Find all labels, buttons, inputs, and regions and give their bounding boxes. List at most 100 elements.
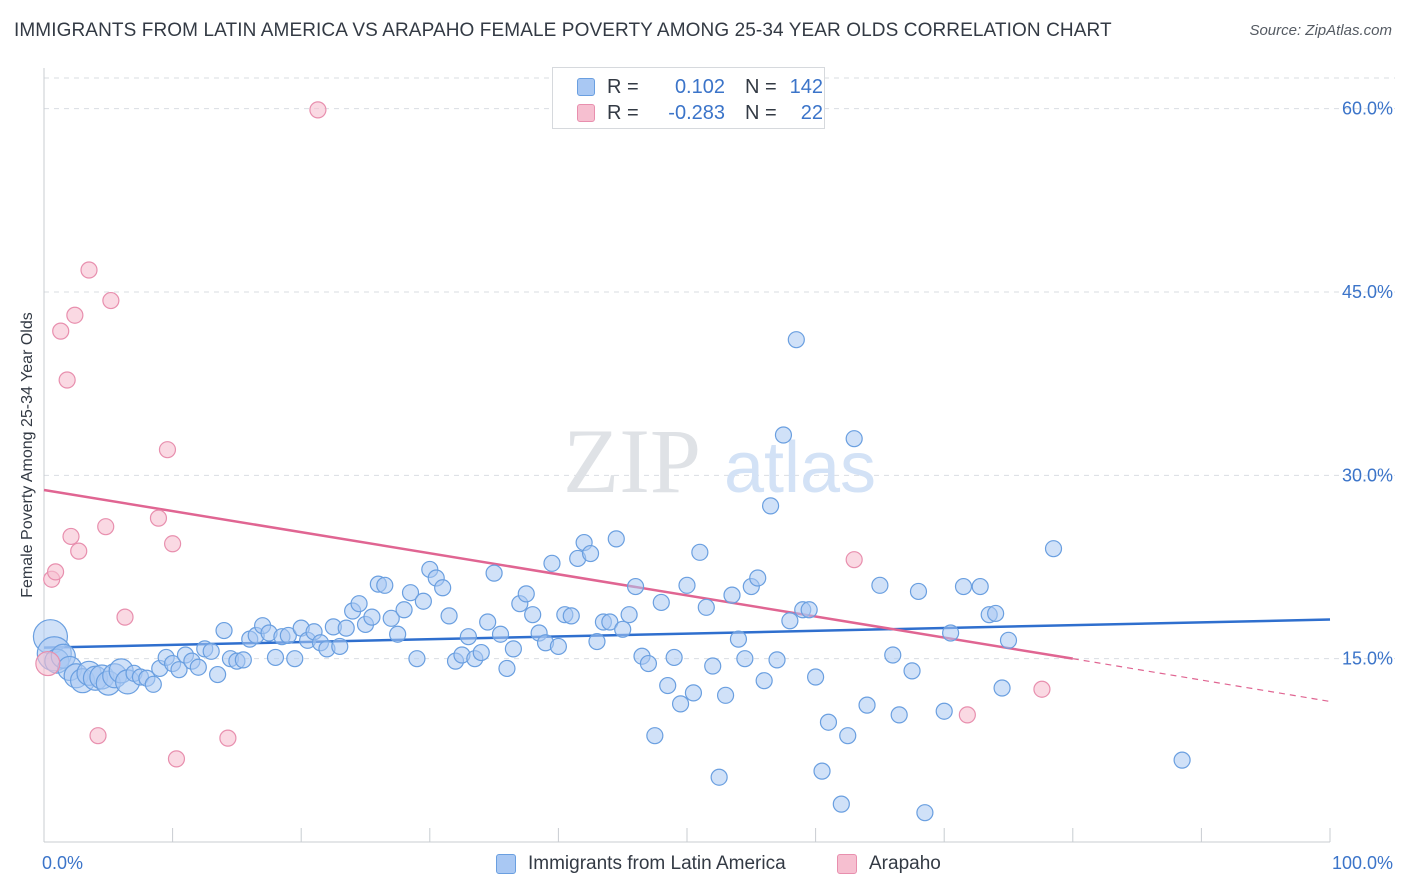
legend-n-label: N = [745,101,777,124]
point-immigrants [890,706,908,724]
point-immigrants [543,554,561,572]
point-immigrants [588,632,606,651]
point-immigrants [781,612,799,630]
point-arapaho [89,727,107,745]
y-tick-label: 30.0% [1342,465,1393,485]
y-tick-label: 60.0% [1342,99,1393,119]
chart-title: IMMIGRANTS FROM LATIN AMERICA VS ARAPAHO… [14,20,1112,41]
point-immigrants [697,598,715,616]
legend-swatch-pink [577,104,595,122]
point-immigrants [942,624,960,642]
point-immigrants [389,625,407,643]
point-immigrants [704,657,722,675]
point-immigrants [414,592,432,610]
point-immigrants [903,662,921,680]
point-arapaho [958,706,976,724]
point-immigrants [858,696,876,714]
point-immigrants [601,613,619,631]
point-immigrants [581,544,600,563]
trend-line-immigrants [43,618,1331,649]
trend-line-arapaho-extension [1072,658,1331,703]
stats-legend: R = 0.102 N = 142 R = -0.283 N = 22 [552,67,825,129]
y-axis-label: Female Poverty Among 25-34 Year Olds [19,312,36,598]
point-immigrants [678,576,696,594]
point-arapaho [158,441,177,459]
legend-r-label: R = [607,101,639,124]
legend-n-value: 22 [800,101,823,124]
watermark-zip: ZIP [563,410,701,512]
point-immigrants [999,631,1018,649]
point-immigrants [491,625,510,643]
point-immigrants [440,607,458,625]
point-immigrants [971,577,989,596]
point-immigrants [665,648,683,667]
point-arapaho [46,563,65,581]
point-arapaho [66,306,84,324]
point-arapaho [164,535,182,553]
point-immigrants [845,430,863,448]
point-immigrants [202,642,220,660]
point-immigrants [286,650,304,668]
data-points [32,101,1191,822]
point-arapaho [97,518,115,536]
point-immigrants [479,613,497,631]
point-immigrants [749,569,767,587]
point-immigrants [710,768,728,786]
point-immigrants [331,637,349,656]
point-arapaho [62,527,80,546]
point-immigrants [987,604,1005,623]
point-immigrants [504,640,522,658]
point-immigrants [993,679,1011,697]
legend-n-value: 142 [789,75,823,98]
bottom-legend-label: Arapaho [869,853,941,874]
point-arapaho [35,650,61,677]
point-immigrants [382,609,400,627]
point-immigrants [549,637,568,656]
point-immigrants [144,675,162,693]
point-immigrants [234,651,252,669]
point-arapaho [80,261,98,279]
bottom-legend-arapaho: Arapaho [837,852,941,876]
point-immigrants [363,608,381,626]
point-immigrants [170,661,188,679]
legend-n-label: N = [745,75,777,98]
point-immigrants [472,643,490,662]
point-arapaho [58,371,76,389]
point-immigrants [376,576,394,594]
point-immigrants [209,665,227,684]
point-immigrants [434,579,452,597]
point-immigrants [736,650,754,668]
point-immigrants [620,606,638,624]
point-immigrants [498,659,516,678]
tick-labels: 15.0% 30.0% 45.0% 60.0% 0.0% 100.0% [42,99,1393,873]
legend-row-arapaho: R = -0.283 N = 22 [577,101,823,125]
point-immigrants [813,762,831,780]
trend-lines [43,488,1331,703]
grid-lines [44,77,1395,660]
point-immigrants [916,804,934,822]
point-immigrants [1044,540,1063,558]
bottom-legend-label: Immigrants from Latin America [528,853,786,874]
point-immigrants [774,426,793,444]
point-immigrants [671,695,690,713]
point-immigrants [716,686,735,704]
source-label: Source: ZipAtlas.com [1249,22,1392,39]
point-immigrants [806,668,825,686]
point-immigrants [626,577,645,596]
point-immigrants [787,331,805,349]
point-immigrants [485,564,503,582]
x-tick-label: 100.0% [1332,853,1393,873]
legend-swatch-blue [577,78,595,96]
legend-row-immigrants: R = 0.102 N = 142 [577,75,823,99]
point-immigrants [395,601,413,619]
legend-r-value: -0.283 [668,101,725,124]
legend-r-label: R = [607,75,639,98]
point-immigrants [401,584,420,602]
point-immigrants [768,651,786,669]
point-immigrants [935,702,953,720]
point-immigrants [761,497,780,515]
point-immigrants [337,619,355,637]
point-arapaho [167,750,186,768]
legend-r-value: 0.102 [674,75,725,98]
